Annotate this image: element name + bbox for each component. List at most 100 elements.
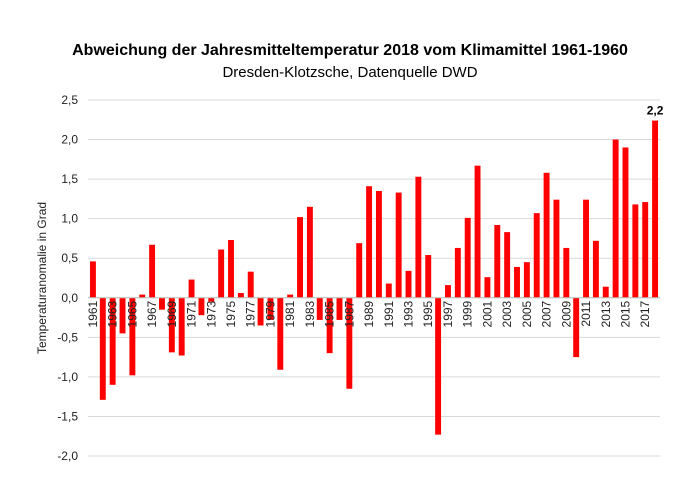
bar-2000: [474, 165, 481, 298]
bar-1963: [109, 297, 116, 385]
x-tick-label: 1981: [283, 300, 297, 327]
x-tick-label: 1971: [185, 300, 199, 327]
bar-1969: [168, 297, 175, 353]
bar-2011: [583, 199, 589, 298]
x-tick-label: 1983: [303, 300, 317, 327]
bar-2010: [573, 297, 580, 358]
bar-2001: [484, 277, 491, 298]
bar-2005: [523, 262, 530, 298]
bar-1966: [139, 294, 146, 298]
x-tick-label: 1967: [145, 300, 159, 327]
bar-1976: [237, 293, 244, 298]
bar-1982: [297, 217, 303, 298]
bar-2014: [612, 139, 619, 298]
x-tick-label: 1961: [86, 300, 100, 327]
y-tick-label: 1,0: [61, 212, 78, 226]
bar-1993: [405, 270, 412, 298]
bar-2008: [553, 199, 560, 298]
bar-1980: [277, 297, 284, 370]
x-tick-label: 2003: [500, 300, 514, 327]
y-tick-label: 0,5: [61, 251, 78, 265]
x-tick-label: 1973: [204, 300, 218, 327]
grid-lines: [88, 99, 660, 457]
bar-1979: [267, 297, 274, 320]
x-tick-label: 1989: [362, 300, 376, 327]
y-tick-labels: 2,5 2,0 1,5 1,0 0,5 0,0 -0,5 -1,0 -1,5 -2,0: [57, 93, 78, 463]
bar-1991: [385, 283, 392, 298]
bar-1971: [188, 279, 195, 298]
bar-2018: [652, 120, 659, 298]
bar-2015: [622, 147, 629, 298]
bar-1983: [306, 206, 313, 298]
bar-2016: [632, 204, 639, 298]
x-tick-label: 1979: [263, 300, 277, 327]
bar-1973: [208, 297, 215, 302]
y-axis-label: Temperaturanomalie in Grad: [35, 202, 49, 354]
bar-1990: [375, 190, 382, 298]
x-tick-label: 2013: [599, 300, 613, 327]
bar-1962: [99, 297, 106, 400]
bar-1974: [218, 249, 225, 298]
y-tick-label: -2,0: [57, 449, 78, 463]
bar-1995: [425, 255, 432, 298]
bar-1986: [336, 297, 343, 320]
bar-1998: [454, 247, 461, 298]
x-tick-label: 1985: [323, 300, 337, 327]
x-tick-label: 1977: [244, 300, 258, 327]
x-tick-label: 2009: [559, 300, 573, 327]
y-tick-label: -0,5: [57, 330, 78, 344]
bar-1977: [247, 271, 254, 298]
x-tick-label: 1999: [461, 300, 475, 327]
bar-1994: [415, 176, 422, 298]
y-tick-label: -1,0: [57, 370, 78, 384]
y-tick-label: 0,0: [61, 291, 78, 305]
x-tick-label: 1991: [382, 300, 396, 327]
bars: [89, 120, 659, 435]
bar-2013: [602, 286, 609, 298]
bar-1968: [159, 297, 165, 310]
bar-1981: [287, 294, 294, 298]
chart-title: Abweichung der Jahresmitteltemperatur 20…: [72, 42, 628, 59]
x-tick-label: 2011: [579, 300, 593, 326]
bar-1984: [316, 297, 323, 320]
y-tick-label: 2,0: [61, 133, 78, 147]
x-tick-label: 1997: [441, 300, 455, 327]
x-tick-label: 2015: [618, 300, 632, 327]
x-tick-label: 1995: [421, 300, 435, 327]
x-tick-labels: 1961 1963 1965 1967 1969 1971 1973 1975 1977 1979…: [86, 300, 652, 327]
bar-1997: [445, 285, 451, 298]
x-tick-label: 1975: [224, 300, 238, 327]
bar-1961: [89, 261, 96, 298]
bar-1967: [149, 244, 156, 298]
bar-2004: [514, 266, 520, 298]
bar-2002: [494, 224, 501, 298]
x-tick-label: 1993: [402, 300, 416, 327]
y-tick-label: 1,5: [61, 172, 78, 186]
bar-1999: [464, 217, 471, 298]
bar-2012: [592, 240, 599, 298]
last-bar-annotation: 2,2: [647, 104, 664, 118]
x-tick-label: 1987: [342, 300, 356, 327]
bar-1964: [119, 297, 126, 334]
bar-1992: [395, 192, 402, 298]
x-tick-label: 2007: [540, 300, 554, 327]
bar-2006: [533, 213, 540, 298]
bar-2017: [642, 202, 649, 298]
x-tick-label: 2001: [480, 300, 494, 327]
bar-1978: [257, 297, 264, 326]
bar-2009: [563, 247, 570, 298]
bar-2007: [543, 172, 550, 298]
x-tick-label: 2017: [638, 300, 652, 327]
bar-1965: [129, 297, 136, 376]
bar-1975: [228, 240, 234, 298]
bar-2003: [504, 232, 511, 298]
bar-1972: [198, 297, 205, 316]
bar-1988: [356, 243, 363, 298]
x-tick-label: 1965: [125, 300, 139, 327]
x-tick-label: 2005: [520, 300, 534, 327]
bar-1989: [366, 186, 373, 298]
bar-1970: [178, 297, 185, 356]
y-tick-label: -1,5: [57, 409, 78, 423]
bar-1985: [326, 297, 333, 354]
